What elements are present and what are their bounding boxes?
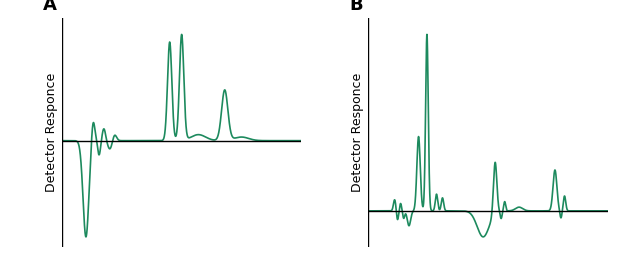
Text: A: A <box>43 0 57 14</box>
Y-axis label: Detector Responce: Detector Responce <box>351 73 364 192</box>
Y-axis label: Detector Responce: Detector Responce <box>45 73 58 192</box>
Text: B: B <box>349 0 363 14</box>
